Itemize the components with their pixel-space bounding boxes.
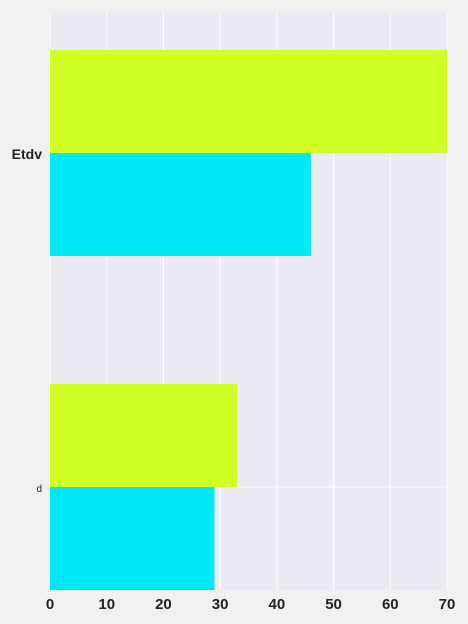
x-tick-label: 70	[439, 596, 456, 613]
x-tick-label: 0	[46, 596, 54, 613]
x-axis-ticks: 0 10 20 30 40 50 60 70	[46, 596, 456, 613]
bar-d-series-1	[50, 384, 238, 487]
y-category-label: Etdv	[12, 146, 43, 162]
x-tick-label: 60	[382, 596, 399, 613]
x-tick-label: 40	[269, 596, 286, 613]
y-category-label: d	[36, 484, 42, 495]
x-tick-label: 10	[98, 596, 115, 613]
bars	[50, 50, 447, 590]
x-tick-label: 50	[325, 596, 342, 613]
bar-etdv-series-2	[50, 153, 311, 256]
bar-d-series-2	[50, 487, 215, 590]
bar-etdv-series-1	[50, 50, 447, 153]
y-axis-labels: Etdv d	[12, 146, 43, 495]
x-tick-label: 30	[212, 596, 229, 613]
x-tick-label: 20	[155, 596, 172, 613]
